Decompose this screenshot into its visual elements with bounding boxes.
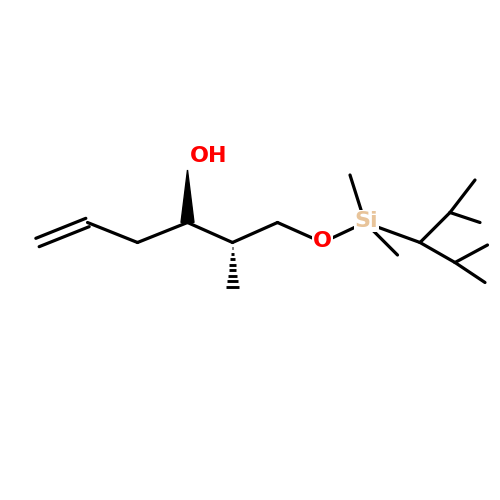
Text: O: O xyxy=(313,231,332,251)
Polygon shape xyxy=(181,170,194,222)
Text: OH: OH xyxy=(190,146,228,166)
Text: Si: Si xyxy=(354,211,378,231)
